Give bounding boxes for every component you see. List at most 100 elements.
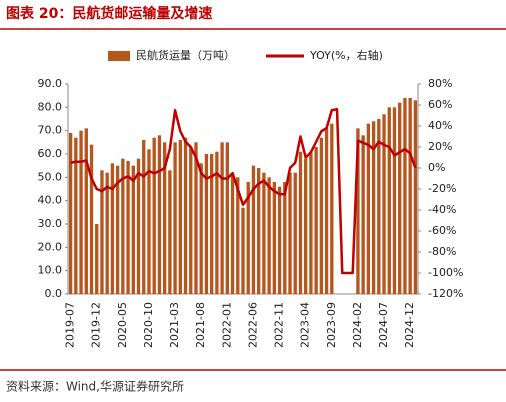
- bar: [220, 142, 224, 294]
- y-tick-label: 10.0: [38, 264, 63, 277]
- bar: [79, 130, 83, 294]
- bar: [272, 182, 277, 294]
- bar: [230, 172, 235, 294]
- x-tick-label: 2021-03: [168, 302, 181, 348]
- x-tick-label: 2022-01: [220, 302, 233, 348]
- bar: [288, 172, 292, 294]
- bar: [115, 165, 120, 294]
- bar: [136, 158, 141, 294]
- x-tick-label: 2024-02: [351, 302, 364, 348]
- bar: [361, 135, 365, 294]
- bar: [398, 102, 402, 295]
- bar: [257, 168, 261, 294]
- bar: [382, 114, 386, 294]
- bar: [183, 137, 188, 294]
- bar: [178, 140, 182, 294]
- bar: [194, 142, 198, 294]
- bar: [173, 142, 177, 294]
- y2-tick-label: -40%: [428, 203, 456, 216]
- bar: [304, 158, 308, 294]
- bar: [142, 140, 146, 294]
- bar: [126, 161, 130, 294]
- bar: [168, 170, 172, 294]
- y-tick-label: 40.0: [38, 194, 63, 207]
- x-tick-label: 2023-09: [325, 302, 338, 348]
- x-tick-label: 2019-07: [64, 302, 77, 348]
- bar: [74, 137, 78, 294]
- bar: [366, 123, 371, 295]
- source: 资料来源：Wind,华源证券研究所: [6, 379, 184, 394]
- x-tick-label: 2020-05: [116, 302, 129, 348]
- x-tick-label: 2024-07: [377, 302, 390, 348]
- x-tick-label: 2022-11: [273, 302, 286, 348]
- bar: [309, 151, 313, 294]
- bar: [204, 154, 209, 294]
- bar: [162, 142, 167, 294]
- bar: [387, 107, 391, 294]
- bar: [157, 135, 162, 294]
- y-tick-label: 80.0: [38, 100, 63, 113]
- y-tick-label: 60.0: [38, 147, 63, 160]
- bar: [236, 177, 240, 294]
- bar: [246, 182, 250, 294]
- chart-title: 图表 20：民航货邮运输量及增速: [6, 5, 212, 22]
- y2-tick-label: 20%: [428, 140, 452, 153]
- yoy-line: [70, 107, 417, 275]
- bar: [293, 172, 297, 294]
- y2-tick-label: -120%: [428, 287, 463, 300]
- y2-tick-label: -80%: [428, 245, 456, 258]
- bar: [105, 172, 109, 294]
- bar: [267, 177, 271, 294]
- bar: [110, 163, 115, 294]
- bar: [95, 224, 99, 294]
- bar: [84, 128, 88, 294]
- x-tick-label: 2019-12: [90, 302, 103, 348]
- x-tick-label: 2020-10: [142, 302, 155, 348]
- y-tick-label: 0.0: [45, 287, 63, 300]
- bar: [314, 147, 318, 294]
- y-tick-label: 20.0: [38, 240, 63, 253]
- y2-tick-label: 0%: [428, 161, 445, 174]
- y2-tick-label: 40%: [428, 119, 452, 132]
- bar: [68, 133, 73, 294]
- y-tick-label: 30.0: [38, 217, 63, 230]
- bar: [408, 98, 412, 294]
- y-tick-label: 70.0: [38, 124, 63, 137]
- bar: [199, 163, 203, 294]
- bar: [215, 151, 219, 294]
- bar: [225, 142, 229, 294]
- y2-tick-label: -60%: [428, 224, 456, 237]
- bar: [100, 170, 104, 294]
- bar: [330, 123, 334, 295]
- bar: [319, 137, 324, 294]
- bar: [324, 128, 329, 294]
- bar: [377, 119, 381, 294]
- bar: [89, 144, 94, 294]
- x-tick-label: 2022-06: [246, 302, 259, 348]
- bar: [251, 165, 256, 294]
- bar: [152, 137, 156, 294]
- bar: [413, 100, 418, 294]
- bar: [298, 151, 303, 294]
- y2-tick-label: 80%: [428, 77, 452, 90]
- bar: [189, 147, 193, 294]
- legend-label: YOY(%，右轴): [309, 48, 383, 62]
- bar: [371, 121, 376, 294]
- bar: [147, 149, 151, 294]
- bar: [392, 107, 397, 294]
- bar: [209, 154, 214, 294]
- bar: [356, 128, 360, 294]
- bar: [403, 98, 407, 294]
- bar: [121, 158, 125, 294]
- bar: [262, 172, 266, 294]
- y-tick-label: 90.0: [38, 77, 63, 90]
- legend-swatch: [108, 51, 130, 61]
- y2-tick-label: -20%: [428, 182, 456, 195]
- x-tick-label: 2023-04: [299, 302, 312, 348]
- bar: [277, 186, 282, 294]
- x-tick-label: 2021-08: [194, 302, 207, 348]
- y-tick-label: 50.0: [38, 170, 63, 183]
- bar: [241, 207, 245, 294]
- bar: [283, 182, 287, 294]
